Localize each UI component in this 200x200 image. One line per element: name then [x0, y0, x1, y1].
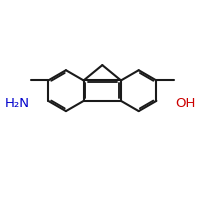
Text: OH: OH	[175, 97, 196, 110]
Text: H₂N: H₂N	[4, 97, 29, 110]
